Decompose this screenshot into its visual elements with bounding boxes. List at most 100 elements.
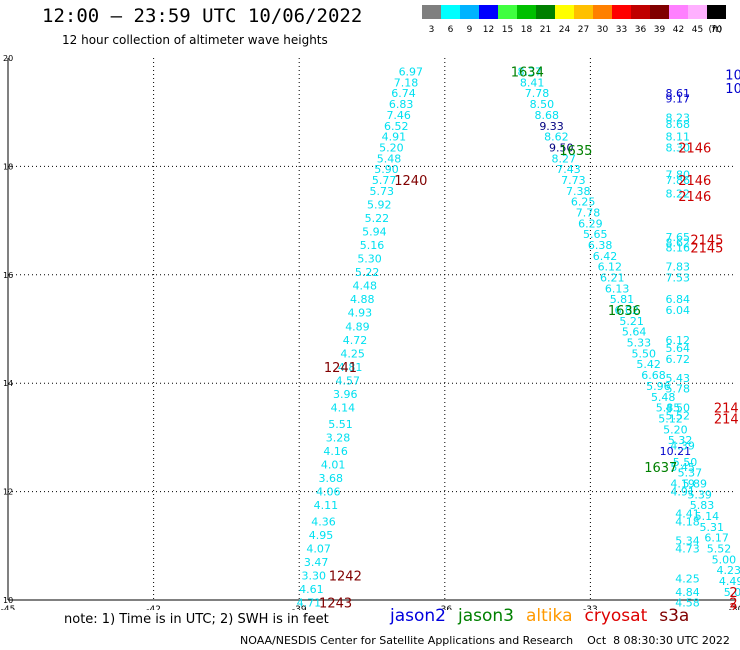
wave-height-value: 4.16 — [323, 445, 348, 458]
pass-time-label: 1636 — [608, 304, 641, 319]
x-tick-label: -30 — [729, 605, 740, 610]
legend-item-altika: altika — [526, 606, 573, 626]
wave-height-value: 4.18 — [675, 515, 700, 528]
wave-height-value: 4.25 — [340, 347, 365, 360]
wave-height-value: 10.21 — [660, 445, 692, 458]
y-tick-label: 10 — [3, 596, 13, 605]
wave-height-value: 4.07 — [306, 543, 331, 556]
wave-height-value: 4.14 — [331, 402, 356, 415]
wave-height-value: 4.95 — [309, 529, 334, 542]
wave-height-value: 4.88 — [350, 293, 375, 306]
wave-height-value: 8.41 — [520, 76, 545, 89]
wave-height-value: 9.50 — [549, 141, 574, 154]
wave-height-value: 7.83 — [666, 261, 691, 274]
wave-height-value: 4.50 — [666, 402, 691, 415]
x-tick-label: -45 — [1, 605, 16, 610]
page-title: 12:00 — 23:59 UTC 10/06/2022 — [42, 5, 363, 27]
wave-height-value: 5.52 — [666, 410, 691, 423]
colorbar-swatch — [460, 5, 479, 19]
wave-height-value: 6.83 — [389, 98, 414, 111]
footer-credit: NOAA/NESDIS Center for Satellite Applica… — [240, 634, 730, 647]
wave-height-value: 7.78 — [576, 206, 601, 219]
wave-height-value: 5.32 — [668, 434, 693, 447]
colorbar-tick-label: 21 — [540, 25, 551, 35]
wave-height-value: 4.91 — [670, 486, 695, 499]
wave-height-value: 5.81 — [610, 293, 635, 306]
wave-height-value: 4.58 — [675, 597, 700, 610]
colorbar-swatch — [422, 5, 441, 19]
wave-height-value: 4.89 — [345, 320, 370, 333]
wave-height-value: 5.78 — [666, 383, 691, 396]
x-tick-label: -36 — [437, 605, 452, 610]
wave-height-value: 8.68 — [534, 109, 559, 122]
x-tick-label: -42 — [146, 605, 161, 610]
wave-height-value: 7.53 — [666, 272, 691, 285]
legend-item-jason2: jason2 — [390, 606, 446, 626]
wave-height-value: 6.13 — [605, 282, 630, 295]
wave-height-value: 4.93 — [348, 307, 373, 320]
colorbar-tick-label: 42 — [673, 25, 684, 35]
x-tick-label: -33 — [583, 605, 598, 610]
colorbar-tick-label: 3 — [429, 25, 435, 35]
pass-time-label: 2 — [729, 586, 737, 601]
wave-height-value: 7.73 — [561, 174, 586, 187]
pass-time-label: 2145 — [690, 234, 723, 249]
wave-height-value: 4.57 — [335, 374, 360, 387]
wave-height-value: 3.30 — [302, 570, 327, 583]
wave-height-value: 5.64 — [622, 326, 647, 339]
colorbar-swatch — [669, 5, 688, 19]
wave-height-value: 8.11 — [666, 131, 691, 144]
wave-height-value: 8.61 — [666, 87, 691, 100]
pass-time-label: 1635 — [559, 144, 592, 159]
colorbar-tick-label: 15 — [502, 25, 513, 35]
pass-time-label: 2146 — [678, 174, 711, 189]
pass-time-label: 10 — [725, 82, 740, 97]
wave-height-value: 4.39 — [670, 440, 695, 453]
wave-height-value: 5.21 — [619, 315, 644, 328]
wave-height-value: 7.38 — [566, 185, 591, 198]
wave-height-value: 5.83 — [690, 499, 715, 512]
wave-height-value: 8.62 — [666, 236, 691, 249]
wave-height-value: 5.20 — [379, 141, 404, 154]
y-tick-label: 14 — [3, 379, 13, 388]
colorbar-tick-label: 70 — [711, 25, 723, 35]
colorbar-swatch — [593, 5, 612, 19]
wave-height-value: 5.30 — [357, 253, 382, 266]
wave-height-value: 8.50 — [530, 98, 555, 111]
wave-height-value: 5.85 — [656, 402, 681, 415]
wave-height-value: 4.72 — [343, 334, 368, 347]
wave-height-value: 4.01 — [321, 459, 346, 472]
pass-time-label: 2145 — [690, 242, 723, 257]
wave-height-value: 5.22 — [355, 266, 380, 279]
wave-height-value: 5.50 — [673, 456, 698, 469]
wave-height-value: 9.33 — [539, 120, 564, 133]
wave-height-value: 7.78 — [525, 87, 550, 100]
colorbar-tick-label: 45 — [692, 25, 703, 35]
chart-plot: -45-42-39-36-33-301012141618206.977.186.… — [1, 54, 740, 610]
colorbar-swatch — [574, 5, 593, 19]
wave-height-value: 6.02 — [615, 304, 640, 317]
wave-height-value: 5.33 — [627, 337, 652, 350]
wave-height-value: 7.80 — [666, 169, 691, 182]
wave-height-value: 8.37 — [517, 66, 542, 79]
pass-time-label: 1240 — [394, 174, 427, 189]
wave-height-value: 7.65 — [666, 231, 691, 244]
note-text: note: 1) Time is in UTC; 2) SWH is in fe… — [64, 612, 329, 627]
pass-time-label: 214 — [714, 402, 739, 417]
colorbar-tick-label: 36 — [635, 25, 647, 35]
wave-height-value: 6.25 — [571, 196, 596, 209]
wave-height-value: 7.86 — [666, 174, 691, 187]
colorbar: 3 6 9 12 15 18 21 24 27 30 33 36 39 42 45 70(ft) — [422, 5, 726, 35]
colorbar-swatch — [536, 5, 555, 19]
pass-time-label: 1243 — [319, 597, 352, 610]
y-tick-label: 20 — [3, 54, 13, 63]
colorbar-swatch — [517, 5, 536, 19]
wave-height-value: 5.50 — [632, 347, 657, 360]
wave-height-value: 8.68 — [666, 118, 691, 131]
wave-height-value: 6.74 — [391, 87, 416, 100]
legend-item-jason3: jason3 — [458, 606, 514, 626]
colorbar-tick-label: 33 — [616, 25, 627, 35]
pass-time-label: 1241 — [324, 361, 357, 376]
wave-height-value: 4.41 — [675, 507, 700, 520]
wave-height-value: 5.77 — [372, 174, 397, 187]
